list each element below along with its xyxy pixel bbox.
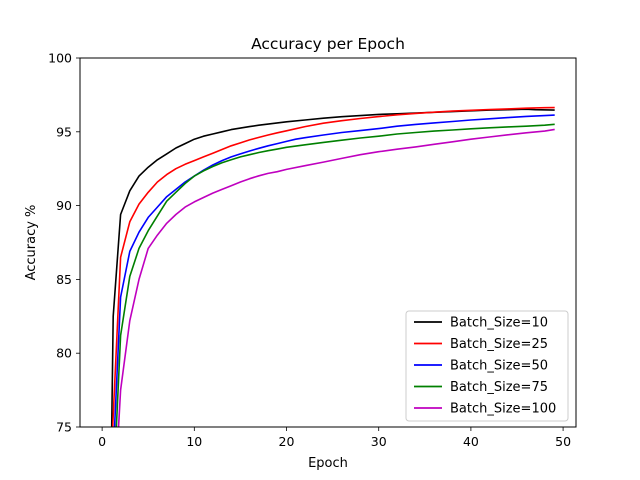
chart-title: Accuracy per Epoch	[251, 35, 405, 53]
legend-label-0: Batch_Size=10	[450, 316, 548, 331]
y-tick-label: 100	[48, 51, 72, 66]
chart-legend: Batch_Size=10 Batch_Size=25 Batch_Size=50 B…	[405, 310, 569, 422]
legend-label-3: Batch_Size=75	[450, 380, 548, 395]
x-tick-label: 10	[186, 434, 202, 449]
y-tick-label: 75	[56, 420, 72, 435]
series-line-2	[113, 114, 555, 427]
legend-label-2: Batch_Size=50	[450, 359, 548, 374]
y-tick-label: 85	[56, 272, 72, 287]
plot-frame	[79, 57, 577, 428]
legend-box	[405, 310, 569, 422]
y-tick-label: 90	[56, 198, 72, 213]
legend-label-1: Batch_Size=25	[450, 337, 548, 352]
y-axis-label: Accuracy %	[24, 205, 39, 281]
x-tick-label: 20	[279, 434, 295, 449]
series-line-1	[111, 106, 555, 427]
legend-label-4: Batch_Size=100	[450, 402, 556, 417]
x-tick-label: 50	[555, 434, 571, 449]
x-tick-label: 30	[371, 434, 387, 449]
series-line-3	[115, 123, 555, 427]
x-tick-label: 0	[98, 434, 106, 449]
x-axis-ticks: 0 10 20 30 40 50	[98, 427, 571, 449]
series-layer	[110, 106, 555, 427]
x-axis-label: Epoch	[308, 456, 348, 471]
y-tick-label: 95	[56, 124, 72, 139]
series-line-4	[117, 128, 555, 427]
x-tick-label: 40	[463, 434, 479, 449]
y-tick-label: 80	[56, 346, 72, 361]
y-axis-ticks: 75 80 85 90 95 100	[48, 51, 80, 435]
